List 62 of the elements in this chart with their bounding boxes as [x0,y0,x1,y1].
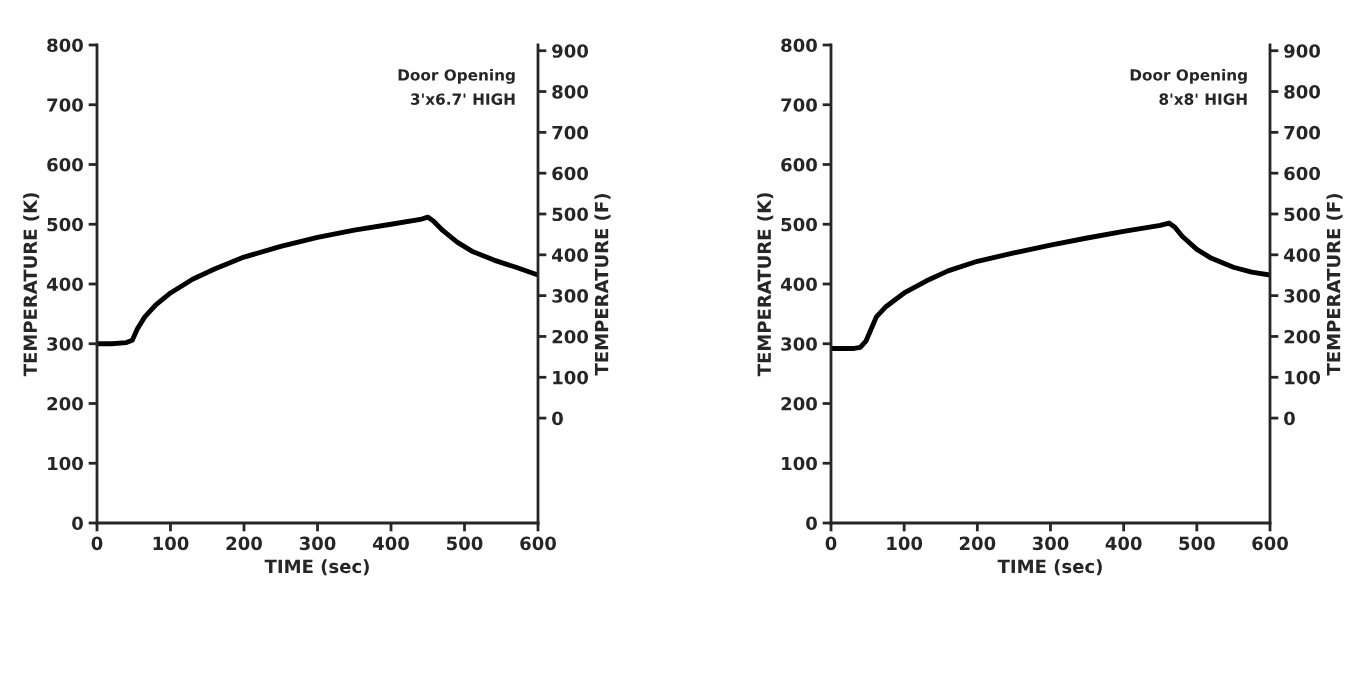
y-tick-label: 200 [47,396,83,411]
y2-tick-label: 400 [552,248,589,262]
y2-tick-label: 900 [1284,44,1321,58]
y2-tick-label: 700 [552,125,589,140]
y2-tick-label: 300 [1284,289,1321,303]
y-tick-label: 600 [47,157,83,172]
y-tick-label: 200 [781,396,817,411]
x-tick-label: 300 [1032,536,1069,551]
y2-tick-label: 300 [552,289,589,303]
x-tick-label: 600 [520,536,556,551]
x-tick-label: 300 [299,536,336,551]
y-tick-label: 100 [48,456,83,471]
x-tick-label: 100 [153,536,189,551]
y-tick-label: 300 [47,337,83,351]
y-axis-title: TEMPERATURE (K) [757,193,774,377]
y2-tick-label: 600 [1284,166,1321,181]
line-series [831,220,1270,351]
y2-tick-label: 900 [552,44,589,58]
x-axis-title: TIME (sec) [997,559,1102,576]
y2-axis-title: TEMPERATURE (F) [594,194,611,376]
y-tick-label: 500 [47,217,83,232]
x-tick-label: 400 [372,536,409,551]
y-tick-label: 600 [781,157,817,172]
x-tick-label: 100 [887,536,923,551]
x-tick-label: 200 [959,536,996,551]
x-axis-title: TIME (sec) [264,559,369,576]
y-tick-label: 500 [781,217,817,232]
y2-tick-label: 800 [1284,84,1321,99]
x-tick-label: 0 [91,536,103,551]
y2-tick-label: 400 [1284,248,1321,262]
y-tick-label: 400 [46,277,83,292]
y-tick-label: 300 [781,337,817,351]
y2-tick-label: 100 [553,370,589,385]
y2-tick-label: 500 [1284,207,1321,222]
x-tick-label: 500 [1179,536,1215,551]
x-tick-label: 400 [1105,536,1142,551]
y-tick-label: 800 [781,38,817,53]
y2-tick-label: 600 [552,166,589,181]
y-tick-label: 700 [47,98,83,112]
y-tick-label: 0 [806,516,817,531]
y-tick-label: 700 [781,98,817,112]
y-tick-label: 0 [72,516,83,531]
line-series [97,214,538,347]
y2-tick-label: 700 [1284,125,1321,140]
y2-tick-label: 200 [552,329,589,344]
y-axis-title: TEMPERATURE (K) [23,193,40,377]
x-tick-label: 600 [1252,536,1288,551]
y2-axis-title: TEMPERATURE (F) [1326,194,1343,376]
annotation: Door Opening 8'x8' HIGH [1130,68,1247,105]
y2-tick-label: 100 [1285,370,1321,385]
x-tick-label: 500 [447,536,483,551]
x-tick-label: 0 [825,536,837,551]
y-tick-label: 100 [782,456,817,471]
y2-tick-label: 200 [1284,329,1321,344]
y2-tick-label: 0 [1284,411,1295,426]
x-tick-label: 200 [226,536,262,551]
y2-tick-label: 500 [552,207,589,222]
y-tick-label: 800 [47,38,83,53]
y-tick-label: 400 [780,277,817,292]
annotation: Door Opening 3'x6.7' HIGH [398,68,515,105]
y2-tick-label: 800 [552,84,589,99]
y2-tick-label: 0 [552,411,563,426]
